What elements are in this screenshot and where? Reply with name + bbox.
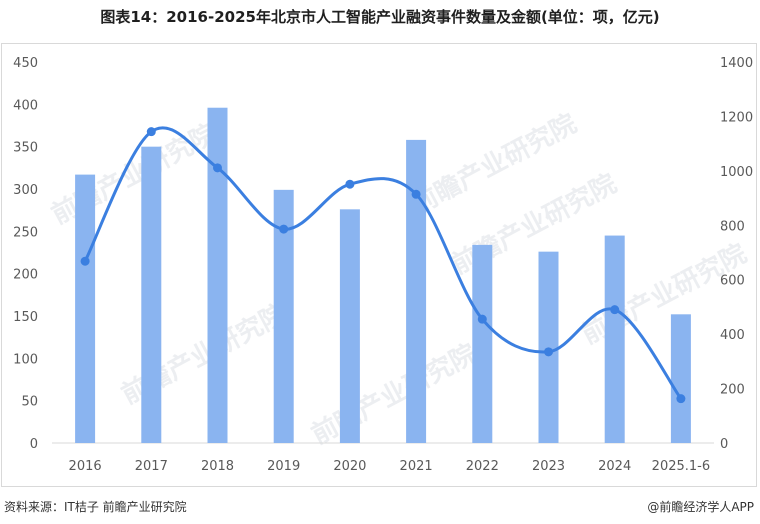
line-point [411, 189, 421, 199]
line-point [80, 256, 90, 266]
bar [141, 146, 162, 443]
x-tick-label: 2020 [333, 459, 366, 474]
y-left-tick-label: 450 [13, 56, 38, 71]
y-left-tick-label: 350 [13, 141, 38, 156]
y-right-tick-label: 600 [720, 274, 745, 289]
y-right-tick-label: 0 [720, 437, 728, 452]
x-tick-label: 2019 [267, 459, 300, 474]
y-left-tick-label: 50 [21, 395, 38, 410]
x-tick-label: 2022 [466, 459, 499, 474]
line-point [610, 305, 620, 315]
chart-area: 前瞻产业研究院 前瞻产业研究院 前瞻产业研究院 前瞻产业研究院 前瞻产业研究院 … [1, 43, 757, 487]
x-tick-label: 2017 [135, 459, 168, 474]
x-tick-label: 2024 [598, 459, 631, 474]
bar [604, 235, 625, 443]
x-tick-label: 2016 [69, 459, 102, 474]
y-left-tick-label: 300 [13, 183, 38, 198]
line-point [544, 347, 553, 357]
bar [339, 209, 360, 443]
line-point [345, 179, 355, 189]
brand-credit: @前瞻经济学人APP [647, 500, 754, 514]
line-point [477, 314, 487, 324]
bar [538, 251, 559, 443]
y-right-tick-label: 400 [720, 328, 745, 343]
bar [207, 107, 228, 443]
line-point [676, 394, 686, 404]
line-point [146, 127, 156, 137]
combo-chart: 0 50 100 150 200 250 300 350 400 450 0 200 400 600 800… [13, 56, 753, 474]
line-point [279, 224, 289, 234]
y-left-tick-label: 0 [30, 437, 38, 452]
chart-title: 图表14：2016-2025年北京市人工智能产业融资事件数量及金额(单位：项，亿… [100, 8, 660, 26]
bar [75, 174, 96, 443]
y-left-tick-label: 100 [13, 352, 38, 367]
bar [406, 139, 427, 443]
y-right-tick-label: 200 [720, 383, 745, 398]
y-right-tick-label: 1200 [720, 110, 753, 125]
y-left-tick-label: 400 [13, 98, 38, 113]
line-point [213, 163, 222, 173]
bar [273, 189, 294, 443]
bar [670, 314, 691, 443]
x-tick-label: 2018 [201, 459, 234, 474]
x-tick-label: 2025.1-6 [652, 459, 710, 474]
x-tick-label: 2023 [532, 459, 565, 474]
y-right-tick-label: 1000 [720, 165, 753, 180]
source-note: 资料来源：IT桔子 前瞻产业研究院 [4, 500, 187, 514]
y-right-tick-label: 1400 [720, 56, 753, 71]
y-left-tick-label: 150 [13, 310, 38, 325]
footer: 资料来源：IT桔子 前瞻产业研究院 @前瞻经济学人APP [0, 488, 760, 524]
y-left-tick-label: 250 [13, 225, 38, 240]
y-right-tick-label: 800 [720, 219, 745, 234]
bar [472, 244, 493, 443]
x-tick-label: 2021 [400, 459, 433, 474]
series-line [83, 126, 683, 400]
y-left-tick-label: 200 [13, 268, 38, 283]
